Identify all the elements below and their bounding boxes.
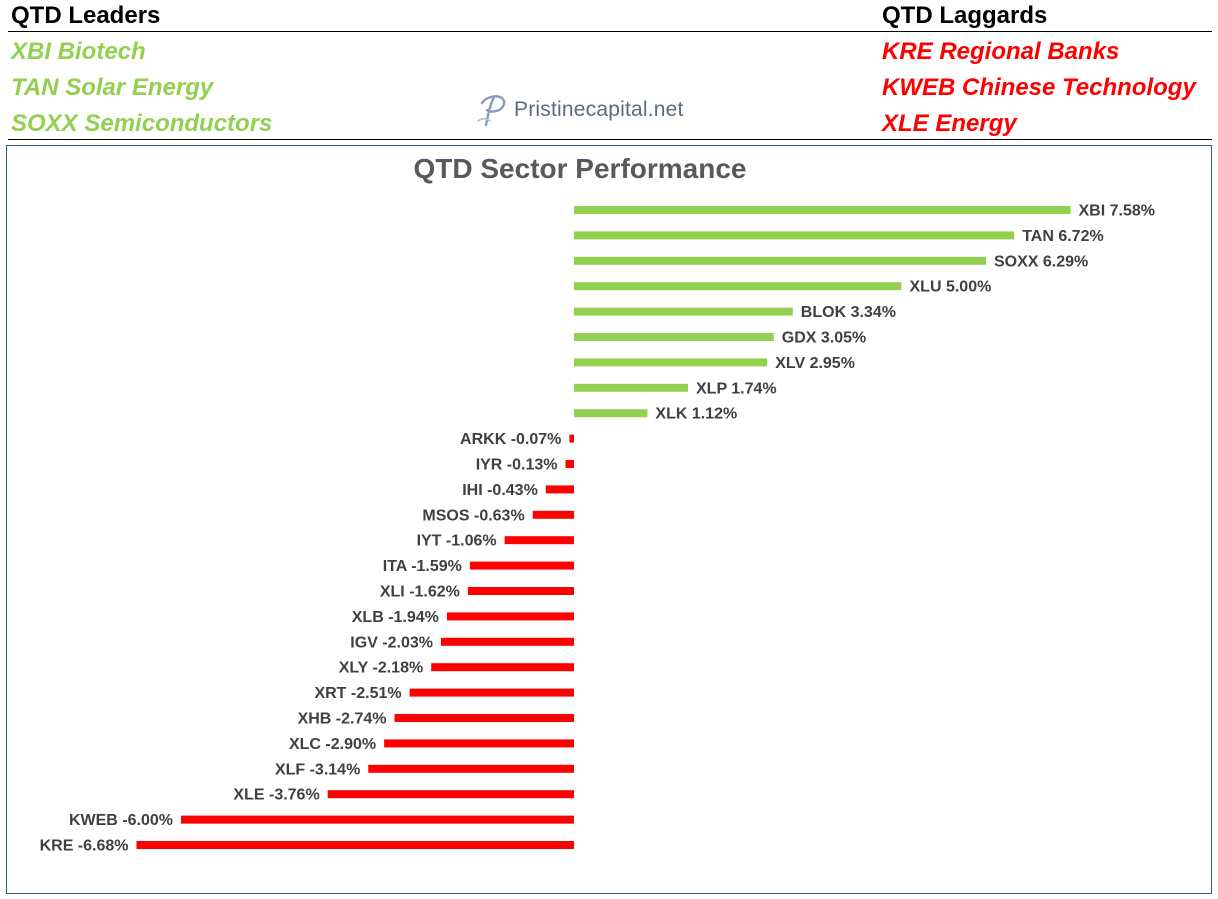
bar-labels-group: XBI 7.58% TAN 6.72% SOXX 6.29%XLU 5.00% BLO…	[40, 203, 1155, 855]
bar-label-kre: KRE -6.68%	[40, 838, 129, 855]
bar-label-xlp: XLP 1.74%	[696, 380, 777, 397]
bar-kweb	[181, 815, 574, 824]
bar-label-xlb: XLB -1.94%	[352, 609, 439, 626]
leader-item: TAN Solar Energy	[11, 74, 214, 101]
bar-xhb	[394, 714, 574, 722]
laggard-item: XLE Energy	[882, 110, 1017, 137]
bar-msos	[532, 510, 574, 519]
bar-xlc	[384, 739, 574, 748]
bar-label-xhb: XHB -2.74%	[298, 711, 387, 728]
bar-label-xly: XLY -2.18%	[339, 660, 424, 677]
bar-iyt	[504, 536, 574, 545]
laggards-list: KRE Regional Banks KWEB Chinese Technolo…	[882, 34, 1196, 142]
brand-p-icon	[477, 95, 506, 127]
header-divider-bottom	[8, 139, 1212, 140]
header: QTD Leaders QTD Laggards XBI Biotech TAN…	[0, 0, 1218, 140]
bar-ita	[469, 561, 574, 570]
bar-label-xlv: XLV 2.95%	[775, 355, 855, 372]
bar-label-arkk: ARKK -0.07%	[460, 431, 561, 448]
bar-label-xlf: XLF -3.14%	[275, 761, 360, 778]
bar-label-xli: XLI -1.62%	[380, 584, 460, 601]
bar-label-tan: TAN 6.72%	[1022, 228, 1104, 245]
bars-group	[136, 206, 1071, 849]
bar-label-ihi: IHI -0.43%	[462, 482, 538, 499]
bar-xbi	[574, 206, 1071, 214]
bar-gdx	[574, 333, 774, 341]
bar-tan	[574, 231, 1015, 240]
bar-label-iyr: IYR -0.13%	[476, 457, 558, 474]
brand-name: Pristinecapital.net	[514, 98, 684, 121]
bar-label-ita: ITA -1.59%	[383, 558, 462, 575]
leaders-list: XBI Biotech TAN Solar Energy SOXX Semico…	[11, 34, 272, 142]
bar-xlp	[574, 383, 688, 392]
bar-label-xlu: XLU 5.00%	[910, 279, 992, 296]
bar-label-igv: IGV -2.03%	[350, 634, 433, 651]
bar-label-msos: MSOS -0.63%	[422, 507, 524, 524]
bar-ihi	[545, 485, 574, 494]
bar-label-xle: XLE -3.76%	[233, 787, 319, 804]
bar-kre	[136, 841, 574, 849]
bar-xlu	[574, 282, 902, 291]
bar-label-xbi: XBI 7.58%	[1079, 203, 1155, 220]
bar-label-soxx: SOXX 6.29%	[994, 253, 1088, 270]
bar-igv	[441, 637, 574, 646]
bar-xlb	[446, 612, 574, 621]
chart-frame	[6, 145, 1212, 894]
laggard-item: KRE Regional Banks	[882, 38, 1120, 65]
bar-label-kweb: KWEB -6.00%	[69, 812, 173, 829]
chart-title: QTD Sector Performance	[414, 153, 747, 184]
bar-label-gdx: GDX 3.05%	[782, 330, 866, 347]
laggards-heading: QTD Laggards	[882, 2, 1048, 29]
bar-xlf	[368, 764, 574, 773]
laggard-item: KWEB Chinese Technology	[882, 74, 1196, 101]
bar-label-xlk: XLK 1.12%	[655, 406, 737, 423]
bar-xlk	[574, 409, 648, 418]
bar-label-blok: BLOK 3.34%	[801, 304, 896, 321]
bar-arkk	[569, 434, 574, 443]
bar-xly	[431, 663, 574, 672]
brand-logo: Pristinecapital.net	[472, 90, 684, 130]
bar-xli	[467, 587, 574, 595]
bar-label-xrt: XRT -2.51%	[314, 685, 401, 702]
bar-label-iyt: IYT -1.06%	[417, 533, 497, 550]
bar-xrt	[409, 688, 574, 697]
leaders-heading: QTD Leaders	[11, 2, 161, 29]
bar-blok	[574, 307, 793, 316]
bar-xle	[327, 790, 574, 799]
leader-item: SOXX Semiconductors	[11, 110, 273, 137]
bar-soxx	[574, 256, 986, 265]
header-divider-top	[8, 31, 1212, 32]
leader-item: XBI Biotech	[11, 38, 146, 65]
bar-label-xlc: XLC -2.90%	[289, 736, 376, 753]
bar-iyr	[565, 460, 574, 468]
bar-xlv	[574, 358, 768, 367]
